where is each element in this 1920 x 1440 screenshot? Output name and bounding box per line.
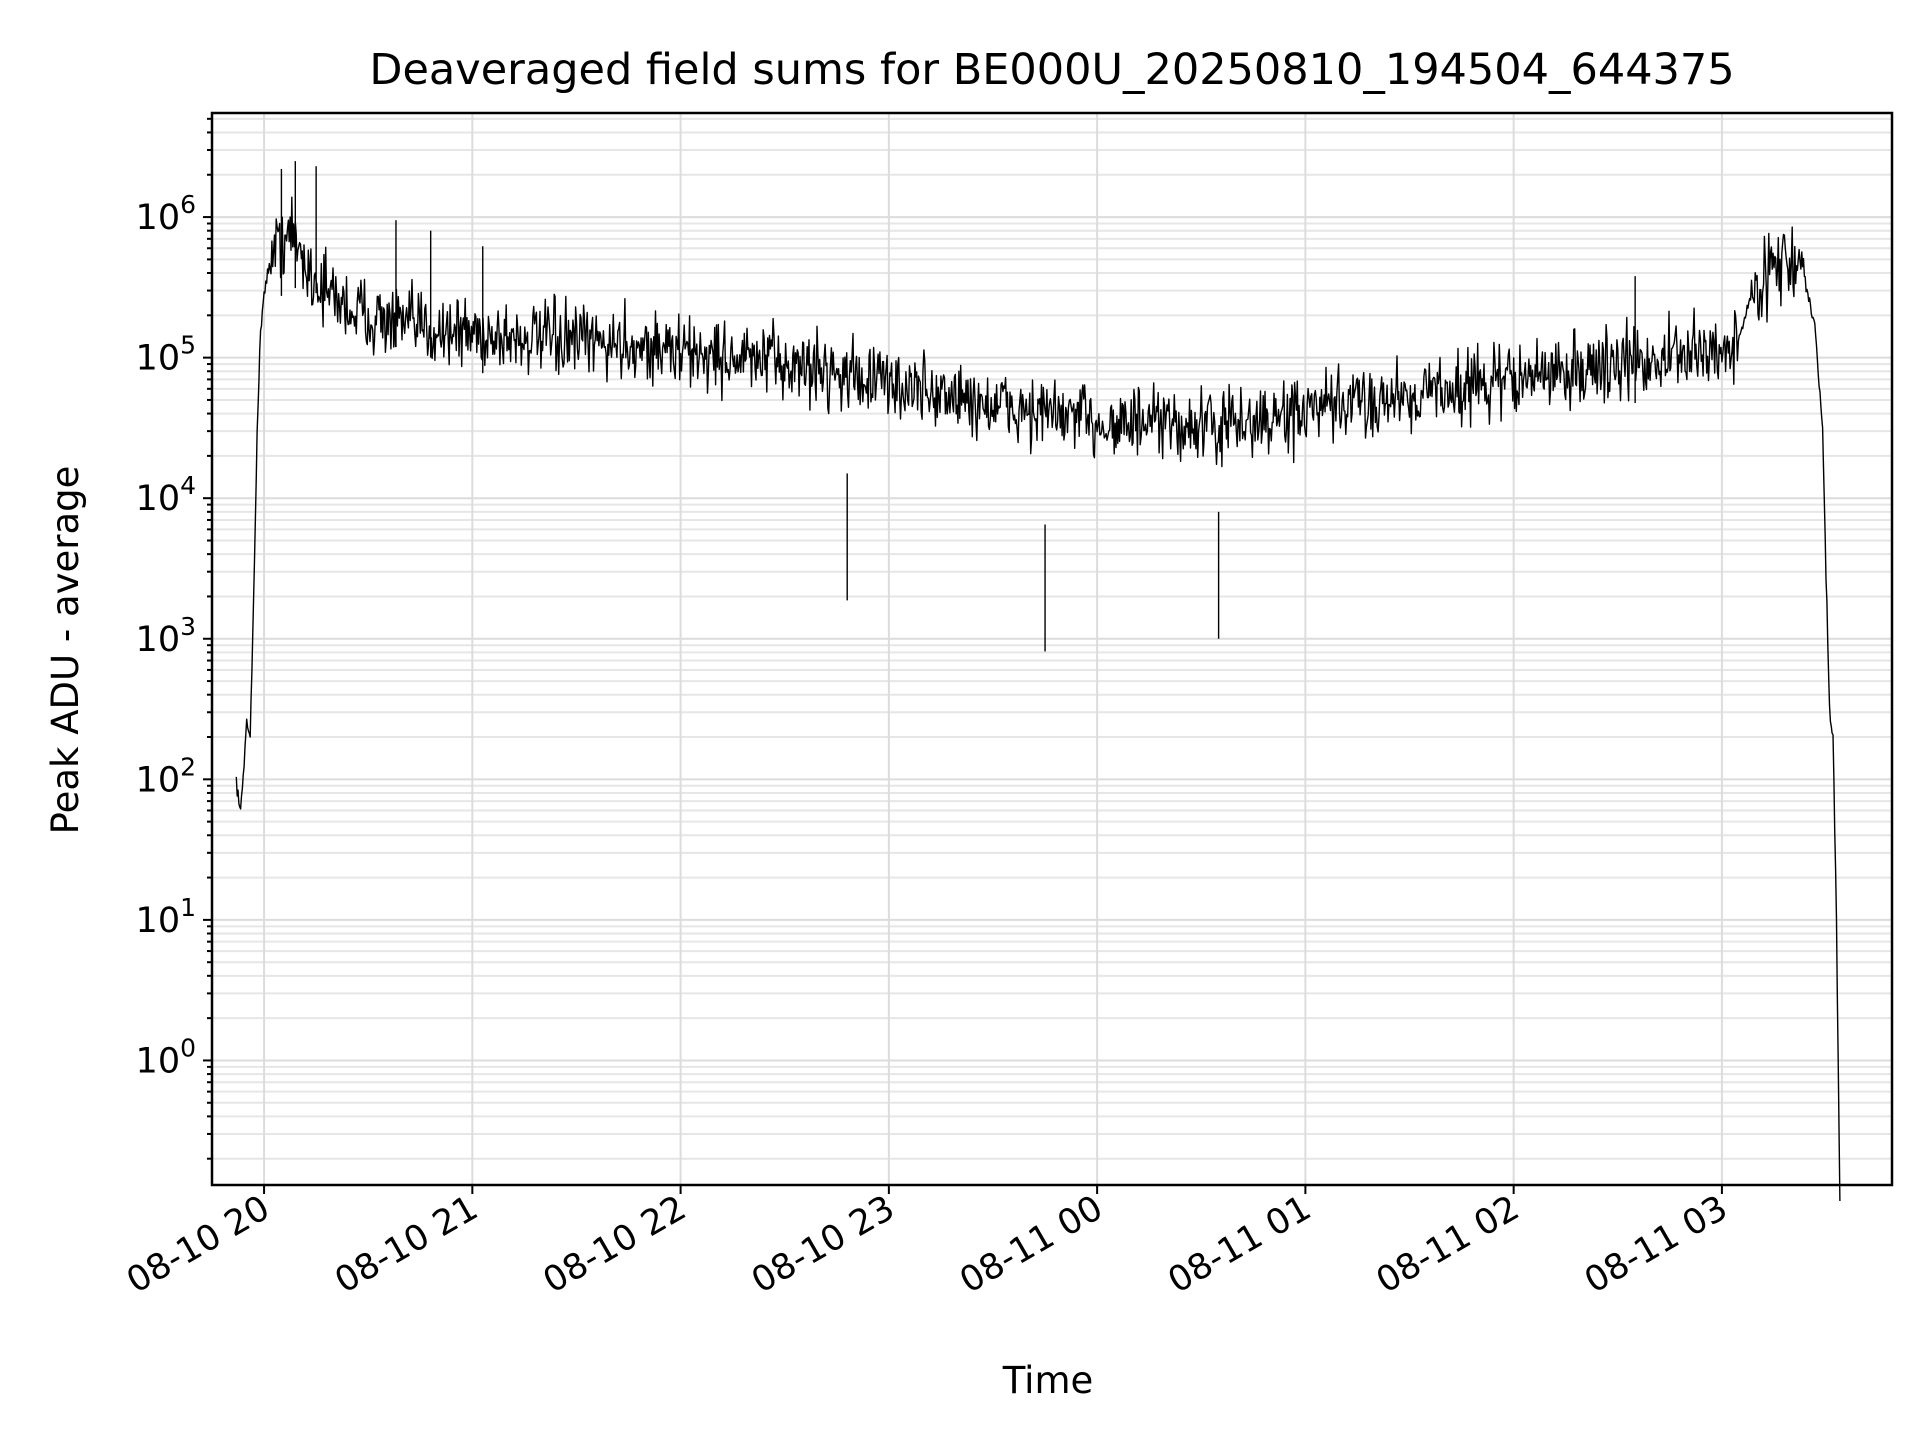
x-tick-label: 08-10 21 (329, 1188, 485, 1301)
plot-frame (210, 111, 1894, 1187)
x-tick-label: 08-11 01 (1162, 1188, 1318, 1301)
y-tick-label: 106 (136, 190, 196, 238)
y-tick-label: 105 (136, 331, 196, 379)
x-tick-label: 08-11 00 (953, 1188, 1109, 1301)
x-tick-label: 08-10 22 (537, 1188, 693, 1301)
x-axis-label: Time (1002, 1359, 1094, 1402)
y-tick-label: 103 (136, 612, 196, 660)
y-tick-label: 101 (136, 893, 196, 941)
y-axis-label: Peak ADU - average (44, 466, 87, 835)
y-tick-label: 100 (136, 1033, 196, 1081)
x-tick-label: 08-10 23 (745, 1188, 901, 1301)
x-tick-label: 08-10 20 (120, 1188, 276, 1301)
chart-title: Deaveraged field sums for BE000U_2025081… (369, 45, 1734, 95)
y-tick-label: 102 (136, 752, 196, 800)
x-tick-label: 08-11 02 (1370, 1188, 1526, 1301)
y-tick-label: 104 (136, 471, 196, 519)
grid (212, 113, 1892, 1185)
x-tick-label: 08-11 03 (1578, 1188, 1734, 1301)
series-line (235, 196, 1841, 1202)
